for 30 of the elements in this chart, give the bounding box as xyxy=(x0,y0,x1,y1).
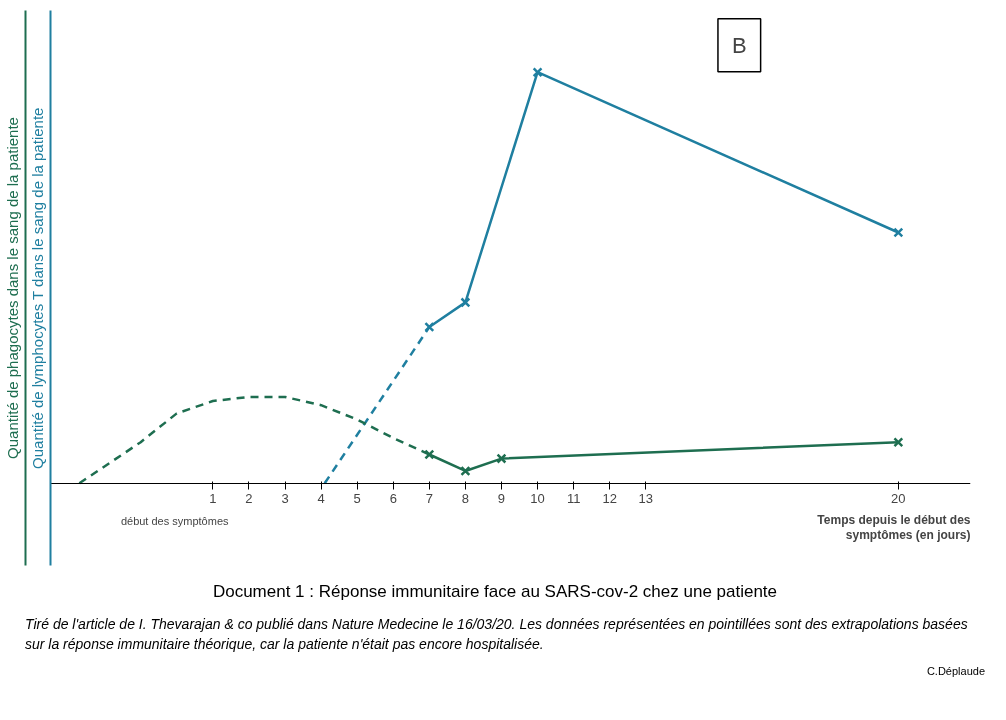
point xyxy=(424,321,435,333)
point xyxy=(460,297,471,308)
point xyxy=(460,465,471,477)
x-tick-label: 7 xyxy=(425,491,433,507)
text: début des symptômes xyxy=(120,515,229,528)
x-tick-label: 1 xyxy=(209,491,217,507)
x-tick-label: 10 xyxy=(530,491,545,507)
point xyxy=(893,437,904,448)
x-tick-label: 2 xyxy=(245,491,253,507)
x-tick-label: 4 xyxy=(317,491,325,507)
x-tick-label: 13 xyxy=(638,491,654,507)
point xyxy=(496,453,507,464)
text: C.Déplaude xyxy=(926,664,985,680)
y2-axis-title: Quantité de phagocytes dans le sang de la patiente xyxy=(3,117,21,459)
x-tick-label: 12 xyxy=(602,491,617,507)
y-axis-title: Quantité de lymphocytes T dans le sang de la patiente xyxy=(28,107,46,469)
text: B xyxy=(731,32,747,58)
x-tick-label: 8 xyxy=(461,491,470,507)
x-axis-title: Temps depuis le début des symptômes (en jours) xyxy=(817,513,971,543)
x-tick-label: 5 xyxy=(353,491,361,507)
point xyxy=(532,67,543,78)
x-tick-label: 11 xyxy=(566,491,581,507)
point xyxy=(424,449,435,460)
x-tick-label: 20 xyxy=(891,491,906,507)
text: Document 1 : Réponse immunitaire face au SARS-cov-2 chez une patiente xyxy=(212,581,778,603)
x-tick-label: 9 xyxy=(497,491,506,507)
x-tick-label: 6 xyxy=(389,491,397,507)
x-tick-label: 3 xyxy=(281,491,289,507)
text: Tiré de l'article de I. Thevarajan & co publié dans Nature Medecine le 16/03/20. Les données représentées en pointillées sont des extrapolations basées sur la réponse immunitaire théorique, car la patiente n'était pas encore hospitalisée. xyxy=(25,615,969,655)
point xyxy=(893,227,904,238)
